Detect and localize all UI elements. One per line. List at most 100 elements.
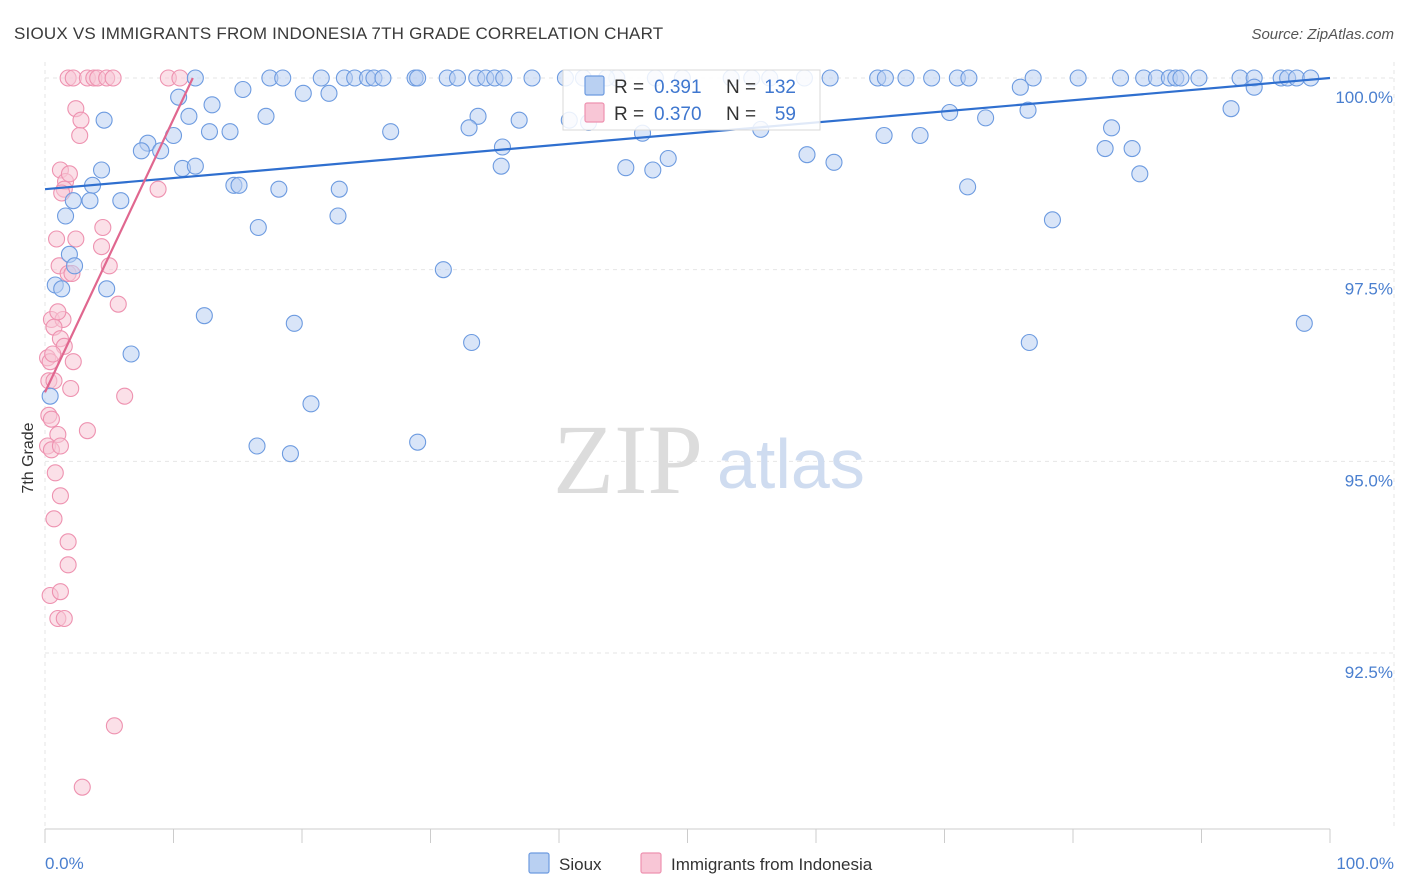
- point-sioux: [230, 176, 248, 194]
- point-sioux: [92, 161, 111, 179]
- point-sioux: [523, 69, 541, 87]
- stats-swatch-indonesia: [584, 102, 605, 123]
- point-sioux: [469, 107, 487, 125]
- point-indonesia: [64, 353, 82, 371]
- point-indonesia: [51, 487, 69, 505]
- point-sioux: [1222, 100, 1240, 118]
- y-tick-label: 97.5%: [1345, 280, 1393, 299]
- point-sioux: [825, 153, 843, 171]
- point-sioux: [409, 433, 427, 451]
- stats-r-label-indonesia: R =: [614, 104, 644, 125]
- stats-n-label-sioux: N =: [726, 77, 756, 98]
- point-indonesia: [51, 437, 69, 455]
- x-tick-label-max: 100.0%: [1336, 854, 1394, 873]
- point-sioux: [492, 157, 510, 175]
- point-sioux: [41, 387, 59, 405]
- point-sioux: [329, 207, 347, 225]
- point-indonesia: [46, 464, 64, 482]
- point-sioux: [644, 161, 662, 179]
- point-indonesia: [78, 422, 96, 440]
- point-sioux: [312, 69, 330, 87]
- point-sioux: [434, 261, 452, 279]
- point-indonesia: [62, 379, 80, 398]
- point-sioux: [1111, 69, 1130, 87]
- point-sioux: [923, 69, 941, 87]
- point-indonesia: [73, 778, 91, 796]
- point-indonesia: [55, 609, 73, 628]
- point-sioux: [257, 107, 275, 125]
- point-sioux: [234, 80, 252, 99]
- stats-n-label-indonesia: N =: [726, 104, 756, 125]
- point-indonesia: [45, 510, 63, 528]
- point-sioux: [1245, 78, 1263, 96]
- point-sioux: [285, 314, 303, 332]
- watermark-atlas: atlas: [717, 425, 865, 503]
- legend-label-indonesia[interactable]: Immigrants from Indonesia: [671, 855, 873, 874]
- stats-n-value-indonesia: 59: [775, 104, 796, 125]
- point-sioux: [463, 333, 481, 352]
- point-sioux: [1043, 211, 1061, 229]
- point-sioux: [1024, 69, 1042, 87]
- point-indonesia: [104, 69, 122, 87]
- point-sioux: [1123, 139, 1141, 158]
- point-sioux: [203, 96, 221, 114]
- watermark: ZIP atlas: [553, 404, 865, 515]
- legend: Sioux Immigrants from Indonesia: [528, 852, 873, 874]
- point-indonesia: [71, 126, 89, 145]
- point-sioux: [374, 69, 392, 87]
- point-sioux: [302, 395, 320, 413]
- point-indonesia: [42, 410, 60, 428]
- y-axis-tick-labels: 100.0% 97.5% 95.0% 92.5%: [1335, 88, 1393, 682]
- point-sioux: [876, 69, 894, 87]
- stats-swatch-sioux: [584, 75, 605, 96]
- point-sioux: [186, 157, 204, 175]
- point-indonesia: [59, 533, 77, 551]
- point-sioux: [195, 307, 213, 325]
- watermark-zip: ZIP: [553, 404, 703, 515]
- point-sioux: [1172, 69, 1190, 87]
- point-sioux: [294, 84, 312, 102]
- trend-line-sioux: [44, 76, 1331, 191]
- point-indonesia: [92, 238, 111, 256]
- legend-swatch-sioux[interactable]: [528, 852, 550, 874]
- point-sioux: [897, 69, 915, 87]
- chart-title: SIOUX VS IMMIGRANTS FROM INDONESIA 7TH G…: [14, 24, 663, 43]
- point-sioux: [821, 69, 839, 87]
- point-indonesia: [171, 69, 189, 87]
- point-sioux: [1190, 69, 1208, 87]
- point-sioux: [959, 178, 977, 196]
- y-tick-label: 100.0%: [1335, 88, 1393, 107]
- stats-box-frame: [562, 69, 821, 131]
- point-sioux: [132, 142, 150, 160]
- point-sioux: [1302, 69, 1320, 87]
- point-indonesia: [105, 717, 123, 735]
- point-sioux: [1011, 78, 1029, 96]
- point-sioux: [66, 257, 84, 275]
- legend-swatch-indonesia[interactable]: [640, 852, 662, 874]
- point-indonesia: [116, 387, 134, 405]
- stats-r-value-sioux: 0.391: [654, 77, 702, 98]
- point-sioux: [875, 126, 893, 145]
- point-indonesia: [72, 111, 90, 129]
- point-sioux: [659, 149, 677, 168]
- point-sioux: [911, 126, 929, 145]
- point-indonesia: [94, 218, 112, 237]
- point-indonesia: [48, 230, 66, 248]
- point-sioux: [1069, 69, 1087, 87]
- chart-source: Source: ZipAtlas.com: [1251, 26, 1394, 43]
- x-axis-ticks: [44, 829, 1331, 843]
- trend-line-indonesia: [44, 77, 194, 393]
- point-sioux: [248, 437, 266, 455]
- legend-label-sioux[interactable]: Sioux: [559, 855, 602, 874]
- point-sioux: [1103, 119, 1121, 137]
- point-sioux: [1295, 314, 1313, 332]
- point-sioux: [112, 192, 130, 210]
- point-sioux: [493, 138, 512, 156]
- point-sioux: [448, 69, 467, 87]
- x-tick-label-min: 0.0%: [45, 854, 84, 873]
- point-sioux: [330, 180, 348, 198]
- point-sioux: [81, 192, 99, 210]
- series-immigrants-from-indonesia: [39, 69, 189, 796]
- point-sioux: [495, 69, 513, 87]
